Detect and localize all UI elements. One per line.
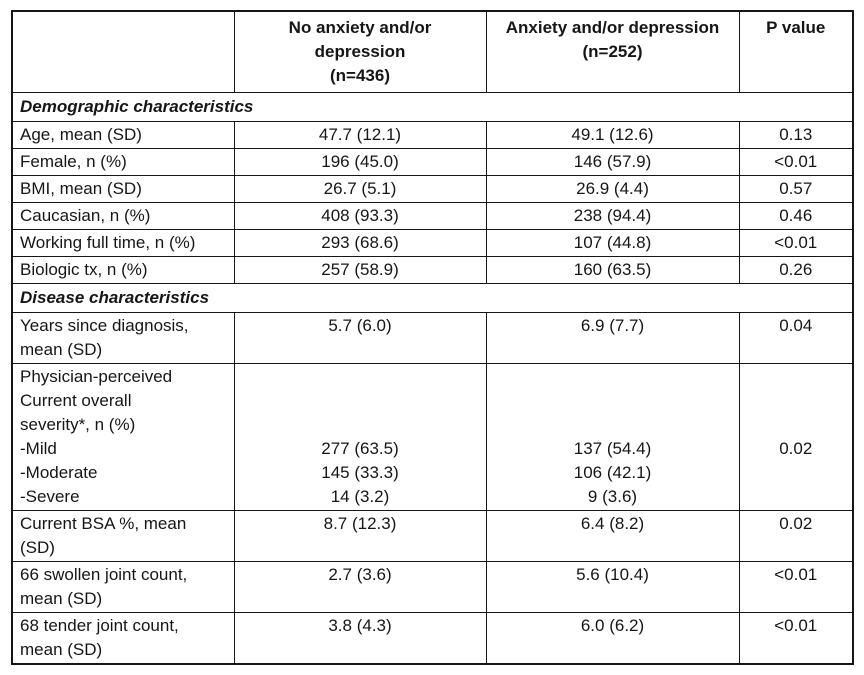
value-no-anxiety: 47.7 (12.1) bbox=[233, 121, 487, 149]
section-title: Disease characteristics bbox=[11, 283, 854, 313]
value-no-anxiety: 26.7 (5.1) bbox=[233, 175, 487, 203]
p-value: 0.13 bbox=[738, 121, 854, 149]
p-value: <0.01 bbox=[738, 229, 854, 257]
p-value: <0.01 bbox=[738, 612, 854, 665]
header-anxiety-group: Anxiety and/or depression (n=252) bbox=[485, 10, 740, 93]
table-row-female: Female, n (%) 196 (45.0) 146 (57.9) <0.0… bbox=[11, 148, 854, 176]
row-label: Years since diagnosis, mean (SD) bbox=[11, 312, 235, 364]
row-label: Female, n (%) bbox=[11, 148, 235, 176]
p-value: <0.01 bbox=[738, 561, 854, 613]
value-anxiety: 5.6 (10.4) bbox=[485, 561, 740, 613]
value-anxiety: 6.9 (7.7) bbox=[485, 312, 740, 364]
value-anxiety: 146 (57.9) bbox=[485, 148, 740, 176]
row-label: BMI, mean (SD) bbox=[11, 175, 235, 203]
p-value: 0.26 bbox=[738, 256, 854, 284]
value-no-anxiety: 277 (63.5) 145 (33.3) 14 (3.2) bbox=[233, 363, 487, 511]
table-row-66-swollen-joint-count: 66 swollen joint count, mean (SD) 2.7 (3… bbox=[11, 561, 854, 613]
table-row-68-tender-joint-count: 68 tender joint count, mean (SD) 3.8 (4.… bbox=[11, 612, 854, 665]
value-anxiety: 238 (94.4) bbox=[485, 202, 740, 230]
row-label: 66 swollen joint count, mean (SD) bbox=[11, 561, 235, 613]
row-label: Current BSA %, mean (SD) bbox=[11, 510, 235, 562]
p-value: 0.57 bbox=[738, 175, 854, 203]
value-anxiety: 160 (63.5) bbox=[485, 256, 740, 284]
table-row-bmi: BMI, mean (SD) 26.7 (5.1) 26.9 (4.4) 0.5… bbox=[11, 175, 854, 203]
value-anxiety: 137 (54.4) 106 (42.1) 9 (3.6) bbox=[485, 363, 740, 511]
row-label: Physician-perceived Current overall seve… bbox=[11, 363, 235, 511]
value-anxiety: 6.0 (6.2) bbox=[485, 612, 740, 665]
header-empty-cell bbox=[11, 10, 235, 93]
p-value: 0.02 bbox=[738, 510, 854, 562]
p-value: 0.02 bbox=[738, 363, 854, 511]
value-anxiety: 49.1 (12.6) bbox=[485, 121, 740, 149]
row-label: Working full time, n (%) bbox=[11, 229, 235, 257]
value-no-anxiety: 5.7 (6.0) bbox=[233, 312, 487, 364]
p-value: 0.04 bbox=[738, 312, 854, 364]
table-row-working-full-time: Working full time, n (%) 293 (68.6) 107 … bbox=[11, 229, 854, 257]
table-row-caucasian: Caucasian, n (%) 408 (93.3) 238 (94.4) 0… bbox=[11, 202, 854, 230]
study-comparison-table: No anxiety and/or depression (n=436) Anx… bbox=[11, 10, 854, 665]
row-label: Age, mean (SD) bbox=[11, 121, 235, 149]
section-row-disease: Disease characteristics bbox=[11, 283, 854, 313]
value-no-anxiety: 3.8 (4.3) bbox=[233, 612, 487, 665]
value-no-anxiety: 2.7 (3.6) bbox=[233, 561, 487, 613]
table-row-physician-perceived-severity: Physician-perceived Current overall seve… bbox=[11, 363, 854, 511]
row-label: 68 tender joint count, mean (SD) bbox=[11, 612, 235, 665]
table-row-age: Age, mean (SD) 47.7 (12.1) 49.1 (12.6) 0… bbox=[11, 121, 854, 149]
header-p-value: P value bbox=[738, 10, 854, 93]
table-row-years-since-diagnosis: Years since diagnosis, mean (SD) 5.7 (6.… bbox=[11, 312, 854, 364]
p-value: <0.01 bbox=[738, 148, 854, 176]
value-no-anxiety: 196 (45.0) bbox=[233, 148, 487, 176]
value-anxiety: 6.4 (8.2) bbox=[485, 510, 740, 562]
value-no-anxiety: 293 (68.6) bbox=[233, 229, 487, 257]
value-anxiety: 26.9 (4.4) bbox=[485, 175, 740, 203]
value-anxiety: 107 (44.8) bbox=[485, 229, 740, 257]
value-no-anxiety: 408 (93.3) bbox=[233, 202, 487, 230]
table-row-biologic-tx: Biologic tx, n (%) 257 (58.9) 160 (63.5)… bbox=[11, 256, 854, 284]
table-row-current-bsa: Current BSA %, mean (SD) 8.7 (12.3) 6.4 … bbox=[11, 510, 854, 562]
section-row-demographic: Demographic characteristics bbox=[11, 92, 854, 122]
p-value: 0.46 bbox=[738, 202, 854, 230]
value-no-anxiety: 8.7 (12.3) bbox=[233, 510, 487, 562]
row-label: Biologic tx, n (%) bbox=[11, 256, 235, 284]
row-label: Caucasian, n (%) bbox=[11, 202, 235, 230]
value-no-anxiety: 257 (58.9) bbox=[233, 256, 487, 284]
header-no-anxiety-group: No anxiety and/or depression (n=436) bbox=[233, 10, 487, 93]
section-title: Demographic characteristics bbox=[11, 92, 854, 122]
header-row: No anxiety and/or depression (n=436) Anx… bbox=[11, 10, 854, 93]
